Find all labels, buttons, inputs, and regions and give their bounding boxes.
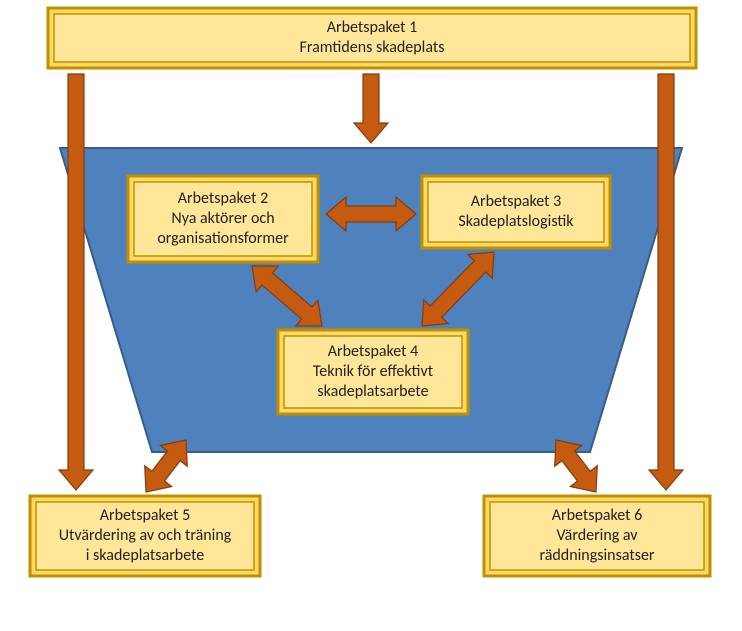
wp6-box: Arbetspaket 6Värdering avräddningsinsats…	[484, 496, 710, 576]
wp3-box: Arbetspaket 3Skadeplatslogistik	[422, 176, 610, 248]
wp2-subtitle: Nya aktörer ochorganisationsformer	[157, 209, 288, 249]
wp6-subtitle: Värdering avräddningsinsatser	[539, 526, 654, 566]
wp4-box: Arbetspaket 4Teknik för effektivtskadepl…	[278, 330, 468, 414]
wp3-subtitle: Skadeplatslogistik	[458, 212, 573, 232]
wp5-title: Arbetspaket 5	[100, 506, 191, 526]
wp3-title: Arbetspaket 3	[471, 192, 562, 212]
wp1-title: Arbetspaket 1	[327, 18, 418, 38]
arrow-wp1_to_trap_center	[354, 74, 388, 143]
wp4-title: Arbetspaket 4	[328, 342, 419, 362]
wp2-box: Arbetspaket 2Nya aktörer ochorganisation…	[128, 176, 318, 262]
arrow-wp1_to_wp6_right	[649, 74, 683, 490]
wp6-title: Arbetspaket 6	[552, 506, 643, 526]
arrow-wp1_to_wp5_left	[59, 74, 93, 490]
wp5-subtitle: Utvärdering av och träningi skadeplatsar…	[59, 526, 232, 566]
wp2-title: Arbetspaket 2	[178, 189, 269, 209]
wp1-subtitle: Framtidens skadeplats	[300, 38, 445, 58]
wp5-box: Arbetspaket 5Utvärdering av och träningi…	[30, 496, 260, 576]
wp4-subtitle: Teknik för effektivtskadeplatsarbete	[313, 362, 433, 402]
diagram-stage: Arbetspaket 1Framtidens skadeplatsArbets…	[0, 0, 742, 631]
wp1-box: Arbetspaket 1Framtidens skadeplats	[48, 8, 696, 68]
